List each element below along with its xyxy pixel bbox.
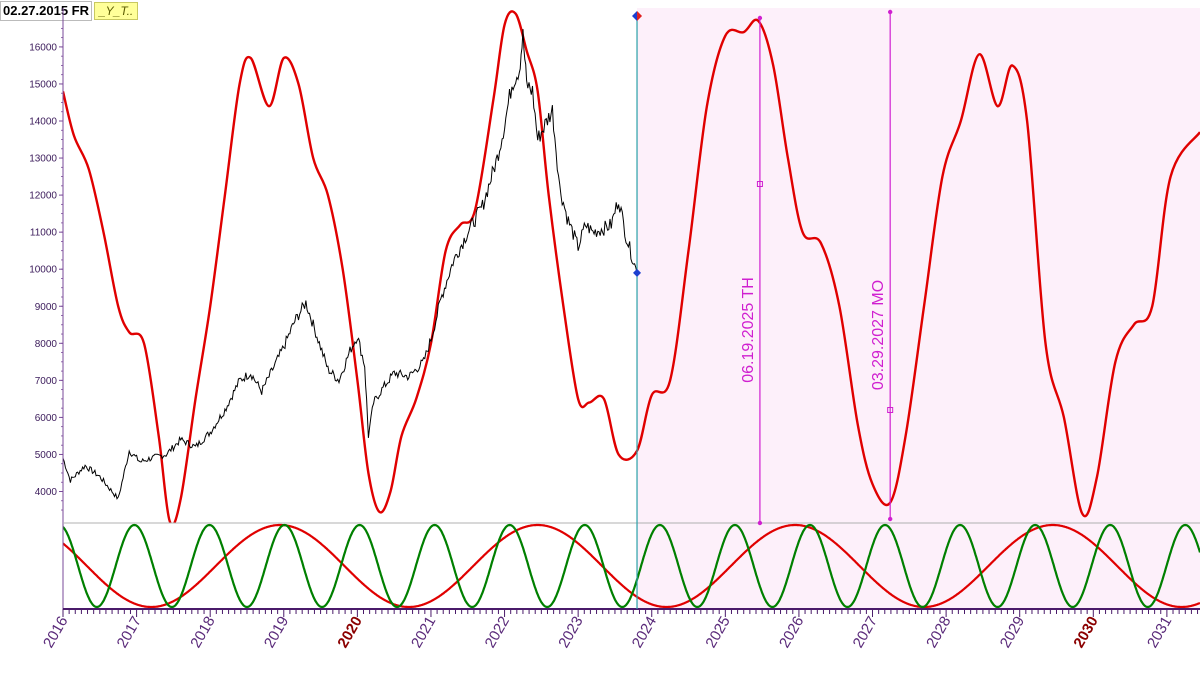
x-year-label: 2027 xyxy=(850,614,881,651)
y-tick-label: 9000 xyxy=(35,302,58,313)
annotation-end-dot xyxy=(887,516,893,522)
x-year-label: 2017 xyxy=(114,614,145,651)
header-date-label: 02.27.2015 FR xyxy=(0,1,93,21)
annotation-handle xyxy=(756,181,763,187)
y-tick-label: 8000 xyxy=(35,339,58,350)
y-tick-label: 12000 xyxy=(29,191,57,202)
annotation-handle xyxy=(887,407,894,413)
x-year-label: 2023 xyxy=(555,614,586,651)
annotation-label: 03.29.2027 MO xyxy=(870,280,887,390)
y-tick-label: 5000 xyxy=(35,450,58,461)
composite-cycle-line xyxy=(63,10,1200,523)
y-tick-label: 15000 xyxy=(29,79,57,90)
x-year-label: 2022 xyxy=(482,614,513,651)
x-year-label: 2024 xyxy=(629,614,660,651)
y-tick-label: 10000 xyxy=(29,265,57,276)
y-tick-label: 14000 xyxy=(29,117,57,128)
current-date-marker-right xyxy=(637,11,643,21)
x-year-label: 2016 xyxy=(40,614,71,651)
current-date-marker-left xyxy=(632,11,638,21)
x-year-label: 2030 xyxy=(1070,614,1101,651)
y-tick-label: 11000 xyxy=(30,228,58,239)
y-tick-label: 7000 xyxy=(35,376,58,387)
x-year-label: 2028 xyxy=(923,614,954,651)
forecast-region xyxy=(637,8,1200,609)
x-year-label: 2031 xyxy=(1144,614,1175,651)
annotation-end-dot xyxy=(757,15,763,21)
x-year-label: 2021 xyxy=(408,614,439,651)
y-tick-label: 6000 xyxy=(35,413,58,424)
y-tick-label: 4000 xyxy=(35,487,58,498)
annotation-end-dot xyxy=(757,520,763,526)
annotation-label: 06.19.2025 TH xyxy=(740,277,757,383)
short-cycle-line xyxy=(63,523,1200,609)
x-year-label: 2026 xyxy=(776,614,807,651)
x-year-label: 2029 xyxy=(997,614,1028,651)
y-tick-label: 13000 xyxy=(29,154,57,165)
annotation-end-dot xyxy=(887,9,893,15)
price-line xyxy=(63,29,638,500)
x-year-label: 2018 xyxy=(187,614,218,651)
y-tick-label: 16000 xyxy=(29,42,57,53)
x-year-label: 2020 xyxy=(334,614,365,651)
x-year-label: 2019 xyxy=(261,614,292,651)
symbol-tag[interactable]: _Y_T.. xyxy=(94,2,139,20)
x-year-label: 2025 xyxy=(702,614,733,651)
last-price-marker xyxy=(633,268,642,277)
